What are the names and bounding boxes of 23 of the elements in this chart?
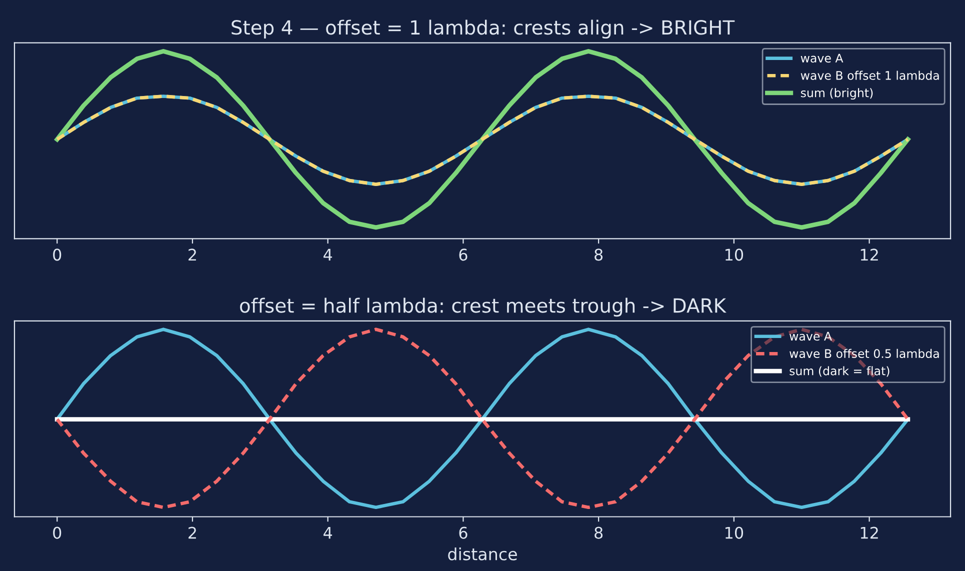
x-tick-label: 0 [53,526,62,539]
x-tick-label: 8 [594,248,603,261]
x-tick-label: 2 [188,526,196,539]
x-tick-label: 12 [860,526,878,539]
x-tick-label: 4 [324,248,332,261]
x-tick-label: 6 [459,248,468,261]
x-tick-label: 10 [726,248,744,261]
legend-label: wave B offset 1 lambda [800,70,939,80]
x-tick-label: 6 [459,526,468,539]
x-tick-label: 4 [324,526,332,539]
x-tick-label: 2 [188,248,196,261]
legend-label: wave A [800,54,844,63]
legend-label: sum (dark = flat) [790,366,890,377]
chart-title: Step 4 — offset = 1 lambda: crests align -> BRIGHT [232,20,735,39]
x-tick-label: 8 [594,526,603,539]
chart-title: offset = half lambda: crest meets trough -> DARK [240,298,726,317]
legend-label: wave A [790,332,832,341]
x-tick-label: 12 [860,248,878,261]
x-axis-title: distance [448,547,517,560]
legend-label: wave B offset 0.5 lambda [790,348,939,358]
legend-label: sum (bright) [800,88,873,100]
x-tick-label: 0 [53,248,62,261]
x-tick-label: 10 [726,526,744,539]
